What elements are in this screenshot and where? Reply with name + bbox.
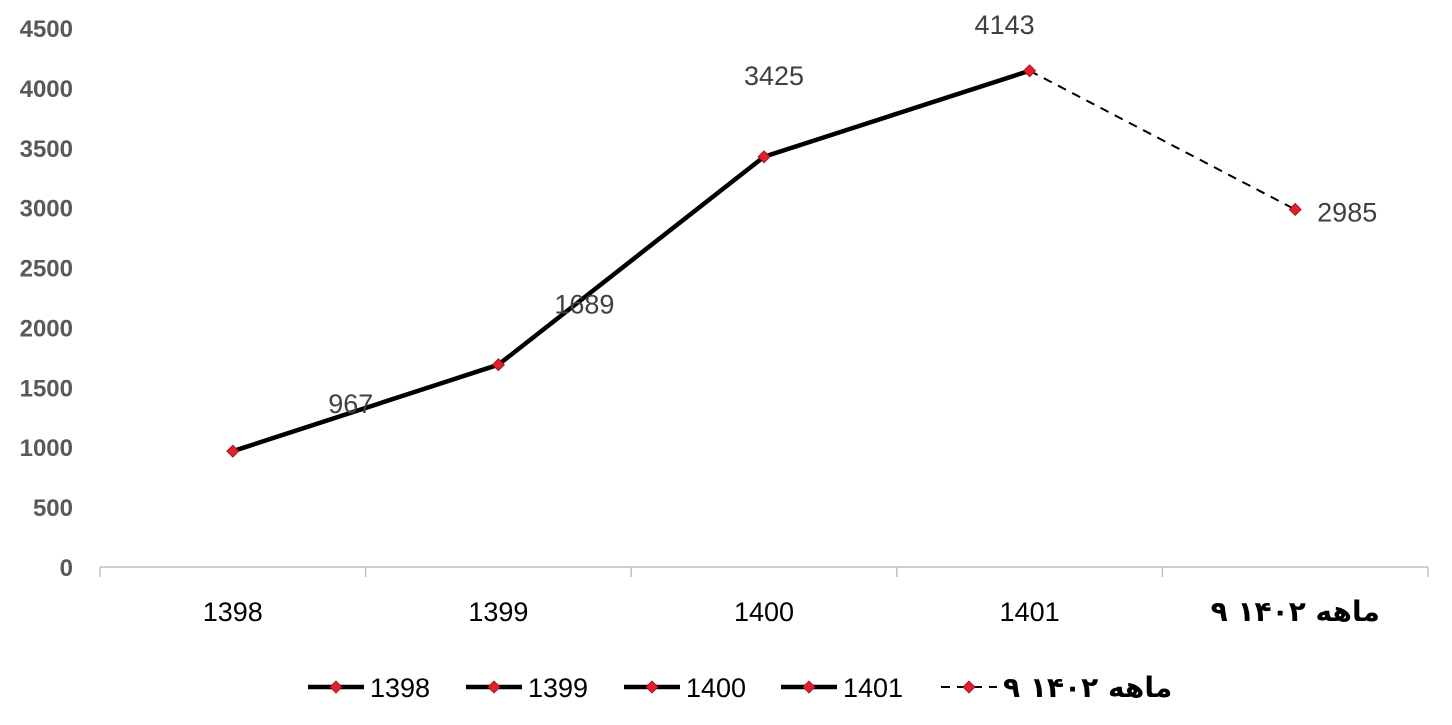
y-tick-label: 0	[60, 555, 73, 582]
y-tick-label: 4500	[20, 16, 73, 43]
legend-marker	[487, 680, 501, 694]
data-labels: 967 1689 3425 4143 2985	[328, 10, 1377, 419]
series-segment	[496, 154, 767, 367]
legend-entry-label: 1400	[686, 673, 746, 703]
legend-entry-label: 1399	[528, 673, 588, 703]
x-tick-label: 1398	[203, 597, 263, 627]
y-tick-label: 500	[33, 495, 73, 522]
legend: 1398 1399 1400 1401 ۹ ماهه ۱۴۰۲	[308, 671, 1172, 704]
y-tick-label: 3000	[20, 196, 73, 223]
data-point-marker	[1288, 202, 1302, 217]
series-line	[230, 68, 1296, 454]
data-label: 967	[328, 389, 373, 419]
data-point-marker	[491, 358, 505, 372]
y-tick-label: 2000	[20, 315, 73, 342]
legend-marker	[645, 680, 659, 694]
legend-entry-label: 1398	[370, 673, 430, 703]
legend-entry-label: ۹ ماهه ۱۴۰۲	[1003, 671, 1172, 704]
data-point-marker	[757, 150, 771, 164]
data-label: 1689	[554, 290, 614, 320]
y-axis: 0 500 1000 1500 2000 2500 3000 3500 4000 4500	[20, 16, 73, 582]
x-tick-label: 1401	[1000, 597, 1060, 627]
x-tick-label: 1399	[468, 597, 528, 627]
legend-entry-label: 1401	[843, 673, 903, 703]
data-label: 4143	[975, 10, 1035, 40]
series-markers	[226, 64, 1302, 458]
data-label: 3425	[744, 61, 804, 91]
x-axis: 1398 1399 1400 1401 ۹ ماهه ۱۴۰۲	[99, 566, 1429, 628]
y-tick-label: 3500	[20, 136, 73, 163]
data-label: 2985	[1317, 197, 1377, 227]
data-point-marker	[226, 444, 240, 458]
legend-marker	[329, 680, 343, 694]
y-tick-label: 4000	[20, 76, 73, 103]
series-segment-dashed	[1029, 69, 1296, 211]
x-tick-label: ۹ ماهه ۱۴۰۲	[1211, 595, 1380, 628]
legend-marker	[802, 680, 816, 694]
series-segment	[761, 68, 1032, 160]
y-tick-label: 2500	[20, 256, 73, 283]
y-tick-label: 1500	[20, 375, 73, 402]
series-segment	[230, 362, 501, 454]
data-point-marker	[1023, 64, 1037, 78]
x-tick-label: 1400	[734, 597, 794, 627]
legend-marker	[962, 680, 976, 694]
y-tick-label: 1000	[20, 435, 73, 462]
